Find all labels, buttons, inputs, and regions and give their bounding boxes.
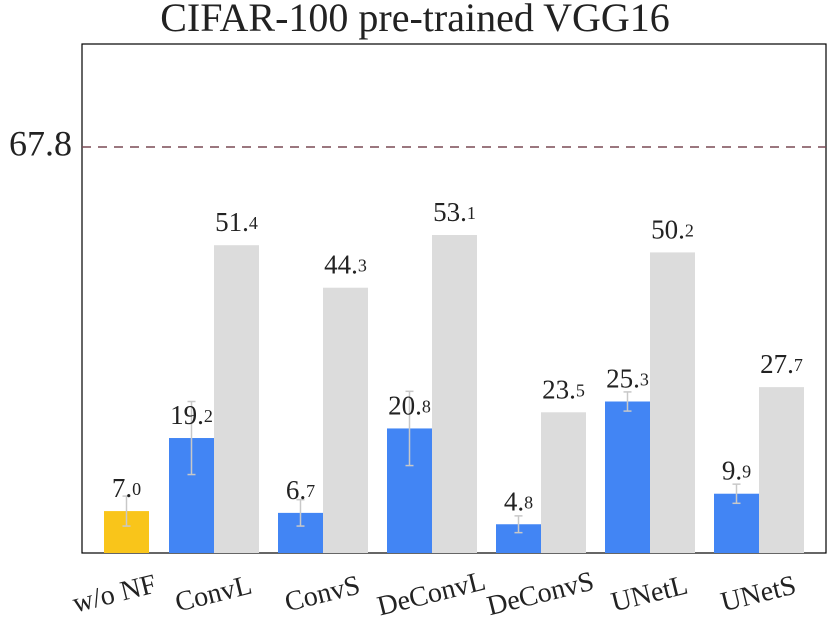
data-label: 53.1 xyxy=(433,197,476,227)
data-label: 50.2 xyxy=(651,215,694,245)
error-bar xyxy=(187,400,196,476)
data-label: 7.0 xyxy=(112,473,141,503)
chart-title: CIFAR-100 pre-trained VGG16 xyxy=(160,0,670,40)
data-label: 6.7 xyxy=(286,475,315,505)
error-bar xyxy=(405,390,414,467)
x-tick-label: ConvL xyxy=(172,570,255,619)
data-label: 44.3 xyxy=(324,250,367,280)
x-tick-label: DeConvL xyxy=(374,566,489,623)
x-tick-label: UNetL xyxy=(608,570,691,619)
data-label: 20.8 xyxy=(388,391,431,421)
data-label: 51.4 xyxy=(215,207,258,237)
data-label: 4.8 xyxy=(504,486,533,516)
data-label: 9.9 xyxy=(722,456,751,486)
x-tick-label: w/o NF xyxy=(70,569,160,620)
error-bar xyxy=(623,391,632,412)
data-label: 25.3 xyxy=(606,364,649,394)
x-tick-label: ConvS xyxy=(282,570,363,619)
error-bar xyxy=(514,515,523,534)
bar xyxy=(214,245,259,553)
bar xyxy=(759,387,804,553)
bar xyxy=(432,235,477,553)
bar xyxy=(541,412,586,553)
bar xyxy=(605,401,650,553)
error-bar xyxy=(296,498,305,527)
data-label: 23.5 xyxy=(542,374,585,404)
y-tick-label: 67.8 xyxy=(9,123,72,163)
error-bar xyxy=(122,495,131,527)
bar xyxy=(650,252,695,553)
error-bar xyxy=(732,483,741,505)
x-tick-label: DeConvS xyxy=(484,566,597,622)
data-label: 27.7 xyxy=(760,349,803,379)
data-label: 19.2 xyxy=(170,400,213,430)
x-tick-label: UNetS xyxy=(718,570,799,619)
bar xyxy=(323,287,368,553)
